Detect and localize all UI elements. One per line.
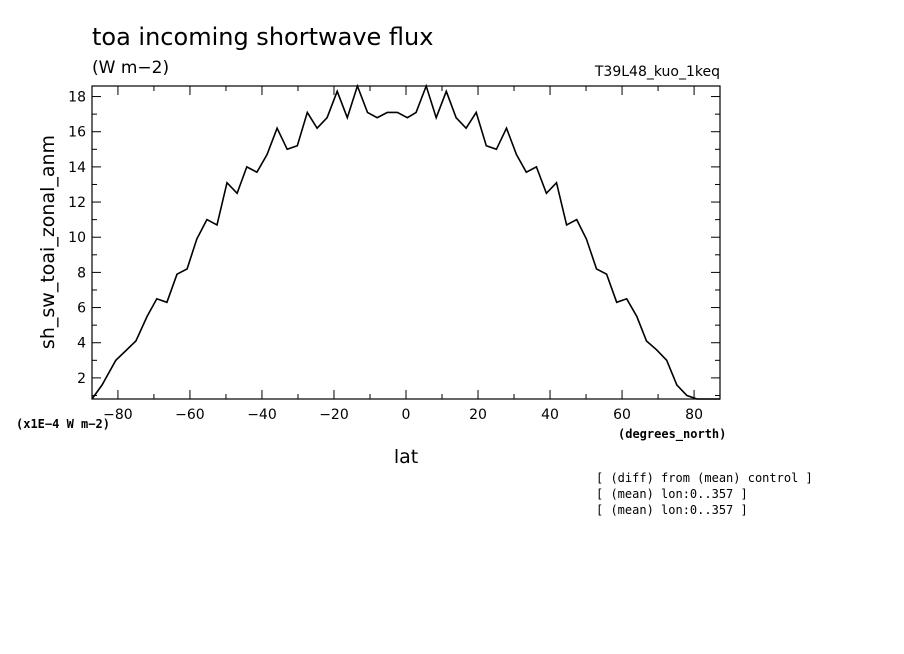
y-tick-label: 10 [68, 230, 86, 246]
y-tick-label: 12 [68, 195, 86, 211]
x-tick-label: −20 [319, 407, 349, 423]
series-group [91, 83, 720, 400]
y-tick-label: 2 [77, 371, 86, 387]
x-tick-label: −40 [247, 407, 277, 423]
note-line-3: [ (mean) lon:0..357 ] [596, 503, 748, 517]
x-axis-label: lat [394, 446, 418, 468]
units-label: (W m−2) [92, 58, 169, 78]
x-tick-label: 60 [613, 407, 631, 423]
x-units-label: (degrees_north) [618, 427, 726, 442]
y-tick-label: 4 [77, 336, 86, 352]
y-axis-ticks: 2 4 6 8 10 12 14 16 18 [68, 90, 720, 396]
chart-title: toa incoming shortwave flux [92, 23, 433, 51]
note-line-2: [ (mean) lon:0..357 ] [596, 487, 748, 501]
x-tick-label: −60 [175, 407, 205, 423]
y-axis-label: sh_sw_toai_zonal_anm [37, 135, 59, 349]
x-axis-ticks: −80 −60 −40 −20 0 20 40 60 80 [103, 86, 703, 423]
y-tick-label: 14 [68, 160, 86, 176]
plot-frame [91, 85, 721, 400]
x-tick-label: 20 [469, 407, 487, 423]
x-tick-label: 0 [402, 407, 411, 423]
y-tick-label: 6 [77, 301, 86, 317]
y-tick-label: 16 [68, 125, 86, 141]
x-tick-label: −80 [103, 407, 133, 423]
plot-area: −80 −60 −40 −20 0 20 40 60 80 2 4 6 8 10 12 14 16 18 [68, 83, 721, 423]
series-line [91, 83, 720, 400]
y-tick-label: 8 [77, 265, 86, 281]
y-tick-label: 18 [68, 90, 86, 106]
x-tick-label: 40 [541, 407, 559, 423]
note-line-1: [ (diff) from (mean) control ] [596, 471, 813, 485]
x-tick-label: 80 [685, 407, 703, 423]
y-scale-note: (x1E−4 W m−2) [16, 417, 110, 431]
run-label: T39L48_kuo_1keq [594, 64, 720, 80]
